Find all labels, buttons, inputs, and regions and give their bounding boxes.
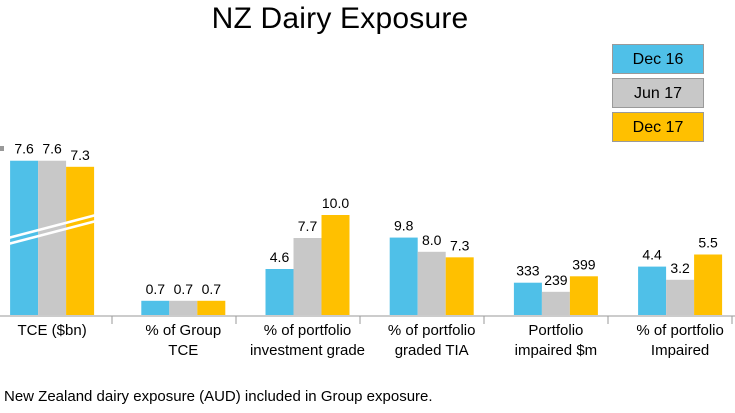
data-label-5-0: 4.4 <box>642 247 662 263</box>
footnote: New Zealand dairy exposure (AUD) include… <box>4 388 433 405</box>
data-label-4-0: 333 <box>516 263 540 279</box>
bar-4-0 <box>513 282 542 315</box>
bar-5-2 <box>694 254 723 315</box>
bar-3-0 <box>389 237 418 315</box>
chart-title: NZ Dairy Exposure <box>211 2 469 35</box>
category-label-3-1: graded TIA <box>395 342 469 359</box>
bar-4-2 <box>569 276 598 315</box>
data-label-5-2: 5.5 <box>698 235 718 251</box>
category-label-1-0: % of Group <box>145 322 221 339</box>
category-label-4-0: Portfolio <box>528 322 583 339</box>
data-label-1-2: 0.7 <box>202 281 222 297</box>
data-label-0-2: 7.3 <box>70 147 90 163</box>
bar-2-1 <box>293 238 322 315</box>
data-label-5-1: 3.2 <box>670 260 690 276</box>
data-label-2-2: 10.0 <box>322 195 349 211</box>
bar-3-2 <box>445 257 474 315</box>
data-label-1-1: 0.7 <box>174 281 194 297</box>
category-label-4-1: impaired $m <box>515 342 598 359</box>
legend-item-dec-17: Dec 17 <box>612 112 704 142</box>
bar-2-0 <box>265 269 294 315</box>
bar-5-0 <box>638 266 667 315</box>
data-label-2-1: 7.7 <box>298 218 318 234</box>
bar-0-2 <box>66 166 95 315</box>
bar-1-0 <box>141 300 170 315</box>
category-label-2-1: investment grade <box>250 342 365 359</box>
axis-break-marker <box>0 146 4 151</box>
bar-5-1 <box>666 279 695 315</box>
data-label-1-0: 0.7 <box>146 281 166 297</box>
category-label-5-0: % of portfolio <box>636 322 724 339</box>
bar-1-2 <box>197 300 226 315</box>
data-label-0-1: 7.6 <box>42 141 62 157</box>
data-label-3-0: 9.8 <box>394 218 414 234</box>
category-label-3-0: % of portfolio <box>388 322 476 339</box>
category-label-2-0: % of portfolio <box>264 322 352 339</box>
axis-break-line-1 <box>7 213 97 240</box>
legend-item-jun-17: Jun 17 <box>612 78 704 108</box>
data-label-0-0: 7.6 <box>14 141 34 157</box>
data-label-4-2: 399 <box>572 256 596 272</box>
legend-item-dec-16: Dec 16 <box>612 44 704 74</box>
data-label-4-1: 239 <box>544 272 568 288</box>
legend: Dec 16 Jun 17 Dec 17 <box>612 44 704 146</box>
bar-2-2 <box>321 215 350 315</box>
bar-1-1 <box>169 300 198 315</box>
data-label-3-2: 7.3 <box>450 237 470 253</box>
bar-4-1 <box>541 291 570 315</box>
data-label-3-1: 8.0 <box>422 232 442 248</box>
bar-3-1 <box>417 251 446 315</box>
category-label-5-1: Impaired <box>651 342 709 359</box>
data-label-2-0: 4.6 <box>270 249 290 265</box>
category-label-1-1: TCE <box>168 342 198 359</box>
axis-break-line-2 <box>7 219 97 246</box>
category-label-0-0: TCE ($bn) <box>18 322 87 339</box>
bar-0-1 <box>38 160 67 315</box>
